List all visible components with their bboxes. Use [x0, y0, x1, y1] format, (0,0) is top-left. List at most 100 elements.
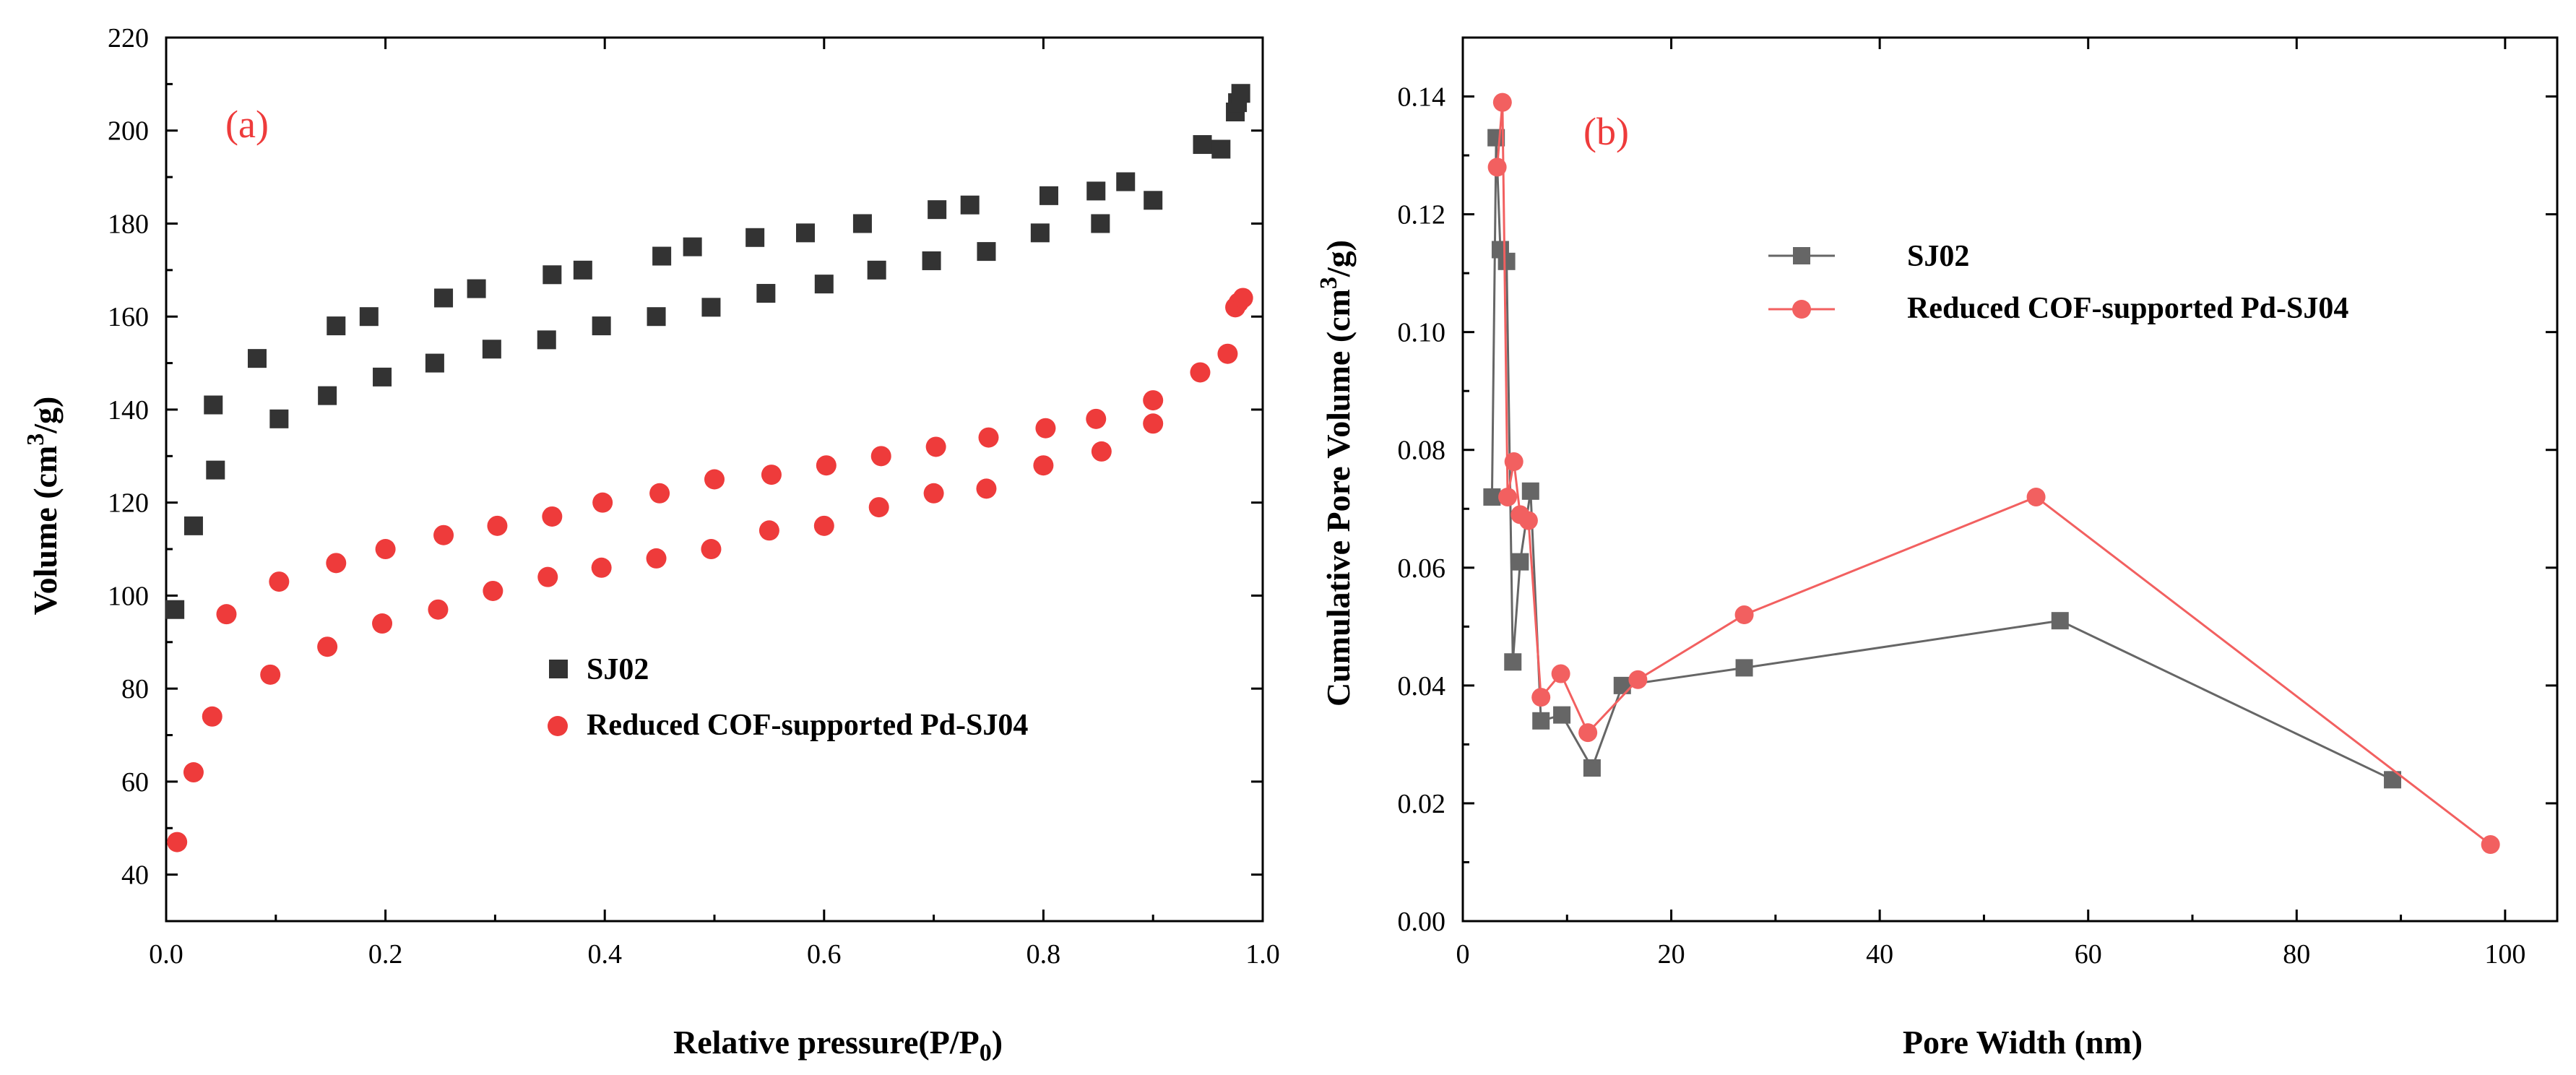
data-point	[1091, 441, 1112, 462]
y-tick-label: 0.10	[1398, 318, 1446, 348]
data-point	[1613, 676, 1631, 694]
data-point	[1734, 605, 1754, 625]
data-point	[359, 307, 379, 327]
data-point	[758, 520, 779, 541]
y-tick-label: 120	[108, 488, 149, 519]
y-tick-label: 140	[108, 395, 149, 426]
data-point	[428, 599, 449, 620]
data-point	[1735, 659, 1753, 677]
data-point	[1628, 670, 1648, 689]
series-a-0	[165, 84, 1250, 619]
x-tick-label: 0.2	[368, 939, 403, 970]
data-point	[543, 265, 562, 285]
data-point	[317, 636, 338, 657]
data-point	[2051, 612, 2069, 630]
series-b-1	[1487, 92, 2500, 855]
data-point	[1498, 487, 1518, 506]
x-tick-label: 0.6	[807, 939, 842, 970]
panel-b-legend: SJ02 Reduced COF-supported Pd-SJ04	[1768, 240, 2348, 325]
data-point	[167, 832, 188, 852]
data-point	[434, 288, 454, 308]
x-tick-label: 0.0	[149, 939, 183, 970]
data-point	[1497, 252, 1516, 270]
data-point	[467, 279, 486, 298]
panel-b-axes: 0 20 40 60 80 100 0.00 0.02 0.04 0.06 0.08 0.10 0.12…	[1398, 36, 2559, 970]
x-tick-label: 60	[2075, 939, 2102, 970]
data-point	[928, 200, 947, 220]
y-tick-label: 0.14	[1398, 82, 1446, 113]
data-point	[542, 506, 563, 527]
data-point	[868, 497, 889, 518]
data-point	[1232, 288, 1253, 308]
legend-marker-pd-sj04	[548, 716, 568, 736]
data-point	[1531, 688, 1551, 707]
data-point	[269, 571, 290, 592]
data-point	[867, 260, 886, 280]
data-point	[483, 580, 503, 601]
data-point	[202, 706, 222, 727]
data-point	[1086, 181, 1106, 201]
data-point	[704, 469, 725, 490]
data-point	[1144, 191, 1163, 210]
data-point	[816, 455, 837, 476]
data-point	[960, 195, 980, 215]
y-tick-label: 0.06	[1398, 553, 1446, 584]
data-point	[592, 316, 611, 336]
data-point	[813, 515, 834, 536]
data-point	[1532, 712, 1550, 730]
data-point	[1035, 418, 1056, 439]
data-point	[433, 524, 454, 545]
data-point	[701, 298, 721, 317]
data-point	[482, 340, 501, 359]
data-point	[2026, 487, 2046, 506]
data-point	[922, 251, 941, 270]
data-point	[327, 316, 346, 336]
x-tick-label: 20	[1658, 939, 1685, 970]
data-point	[247, 349, 267, 368]
data-point	[1033, 455, 1054, 476]
data-point	[1583, 759, 1601, 777]
panel-b-x-axis-title: Pore Width (nm)	[1903, 1024, 2143, 1061]
y-tick-label: 200	[108, 116, 149, 147]
data-point	[978, 427, 999, 448]
data-point	[372, 613, 393, 634]
panel-b-chart: (b) 0 20 40 60 80 100 0.00 0.02 0.04 0.06 0.08 0.10…	[1315, 36, 2559, 1061]
data-point	[814, 275, 834, 294]
legend-label-pd-sj04: Reduced COF-supported Pd-SJ04	[1907, 292, 2348, 325]
y-tick-label: 0.00	[1398, 907, 1446, 937]
panel-a-label: (a)	[225, 103, 269, 146]
legend-label-sj02: SJ02	[1907, 240, 1969, 273]
series-a-1	[167, 288, 1253, 852]
data-point	[1211, 139, 1231, 159]
panel-a-x-axis-title: Relative pressure(P/P0)	[673, 1024, 1003, 1066]
data-point	[701, 539, 722, 560]
x-tick-label: 0	[1456, 939, 1470, 970]
data-point	[647, 307, 666, 327]
data-point	[870, 446, 891, 467]
y-tick-label: 160	[108, 302, 149, 332]
data-point	[1116, 172, 1136, 191]
data-point	[923, 483, 944, 504]
data-point	[745, 228, 765, 247]
data-point	[1504, 653, 1522, 671]
data-point	[183, 516, 203, 535]
data-point	[326, 553, 347, 574]
data-point	[591, 557, 612, 578]
y-tick-label: 0.04	[1398, 671, 1446, 701]
data-point	[761, 465, 782, 485]
data-point	[373, 367, 392, 387]
data-point	[216, 604, 237, 625]
data-point	[1143, 390, 1164, 411]
data-point	[269, 409, 289, 428]
panel-b-y-axis-title: Cumulative Pore Volume (cm3/g)	[1315, 240, 1357, 707]
data-point	[592, 492, 613, 513]
x-tick-label: 40	[1866, 939, 1893, 970]
x-tick-label: 100	[2484, 939, 2525, 970]
legend-marker-sj02	[549, 660, 568, 678]
data-point	[1518, 511, 1538, 530]
data-point	[260, 664, 281, 685]
data-point	[1511, 553, 1529, 571]
y-tick-label: 220	[108, 23, 149, 53]
legend-marker-sj02	[1793, 247, 1810, 264]
